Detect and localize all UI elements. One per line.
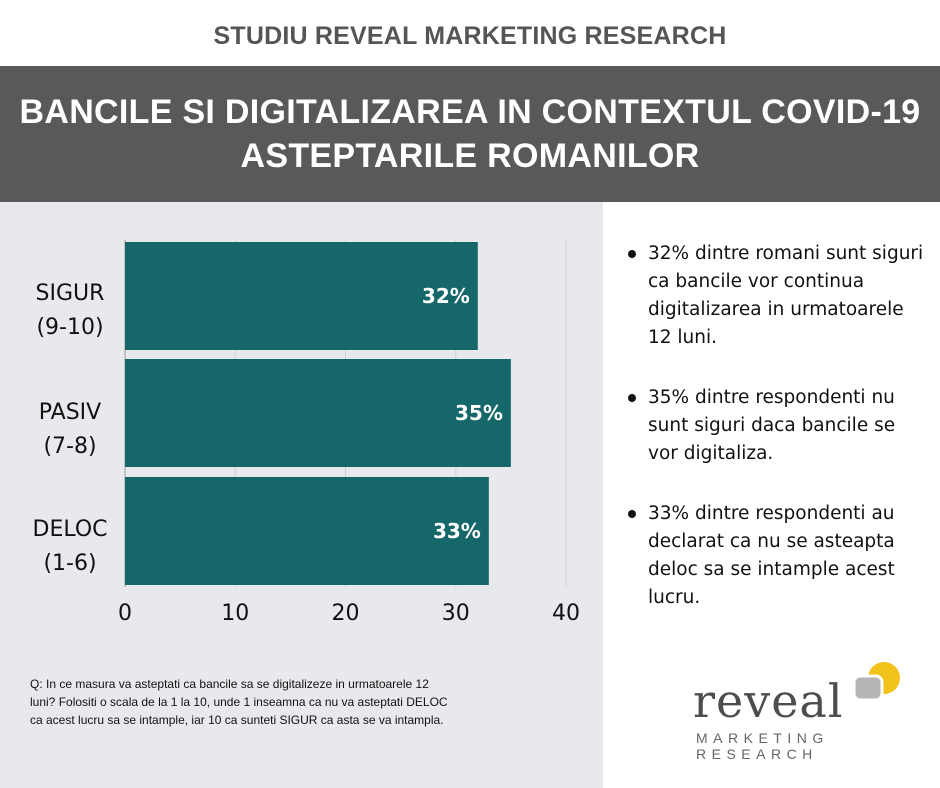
logo-mark-icon — [852, 662, 900, 702]
x-tick-label-10: 10 — [221, 601, 249, 626]
category-label-deloc-line1: DELOC — [32, 517, 108, 542]
category-label-deloc: DELOC (1-6) — [10, 513, 130, 581]
insight-item-pasiv: 35% dintre respondenti nu sunt siguri da… — [626, 384, 926, 468]
category-label-pasiv: PASIV (7-8) — [10, 396, 130, 464]
bar-value-label-sigur: 32% — [422, 284, 470, 308]
insight-item-deloc: 33% dintre respondenti au declarat ca nu… — [626, 500, 926, 612]
logo-subtitle-line1: MARKETING — [696, 730, 829, 746]
category-label-deloc-line2: (1-6) — [43, 551, 97, 576]
x-tick-label-40: 40 — [552, 601, 580, 626]
category-label-sigur-line1: SIGUR — [35, 281, 105, 306]
chart-data-labels: 32% 35% 33% — [422, 284, 503, 543]
banner-title-line1: BANCILE SI DIGITALIZAREA IN CONTEXTUL CO… — [19, 93, 921, 131]
logo-subtitle-line2: RESEARCH — [696, 746, 818, 762]
category-label-sigur: SIGUR (9-10) — [10, 277, 130, 345]
x-tick-label-20: 20 — [332, 601, 360, 626]
bar-value-label-pasiv: 35% — [455, 401, 503, 425]
bar-value-label-deloc: 33% — [433, 519, 481, 543]
logo-wordmark: reveal — [693, 674, 844, 728]
banner-title-line2: ASTEPTARILE ROMANILOR — [240, 137, 700, 175]
x-tick-label-30: 30 — [442, 601, 470, 626]
reveal-logo: reveal MARKETING RESEARCH — [690, 660, 920, 770]
logo-subtitle: MARKETING RESEARCH — [696, 730, 856, 762]
top-title: STUDIU REVEAL MARKETING RESEARCH — [213, 22, 727, 50]
logo-gray-square — [852, 674, 884, 702]
category-label-pasiv-line1: PASIV — [38, 400, 102, 425]
title-banner: BANCILE SI DIGITALIZAREA IN CONTEXTUL CO… — [0, 66, 940, 202]
category-label-pasiv-line2: (7-8) — [43, 434, 97, 459]
x-tick-label-0: 0 — [118, 601, 132, 626]
insights-list: 32% dintre romani sunt siguri ca bancile… — [626, 240, 926, 644]
category-label-sigur-line2: (9-10) — [36, 315, 104, 340]
survey-question: Q: In ce masura va asteptati ca bancile … — [30, 677, 448, 727]
chart-x-axis: 0 10 20 30 40 — [118, 601, 580, 626]
bar-sigur — [125, 242, 478, 350]
bar-pasiv — [125, 359, 511, 467]
insight-item-sigur: 32% dintre romani sunt siguri ca bancile… — [626, 240, 926, 352]
bar-deloc — [125, 477, 489, 585]
chart-bars — [125, 242, 511, 585]
bar-chart: 32% 35% 33% 0 10 20 30 40 — [118, 240, 580, 626]
